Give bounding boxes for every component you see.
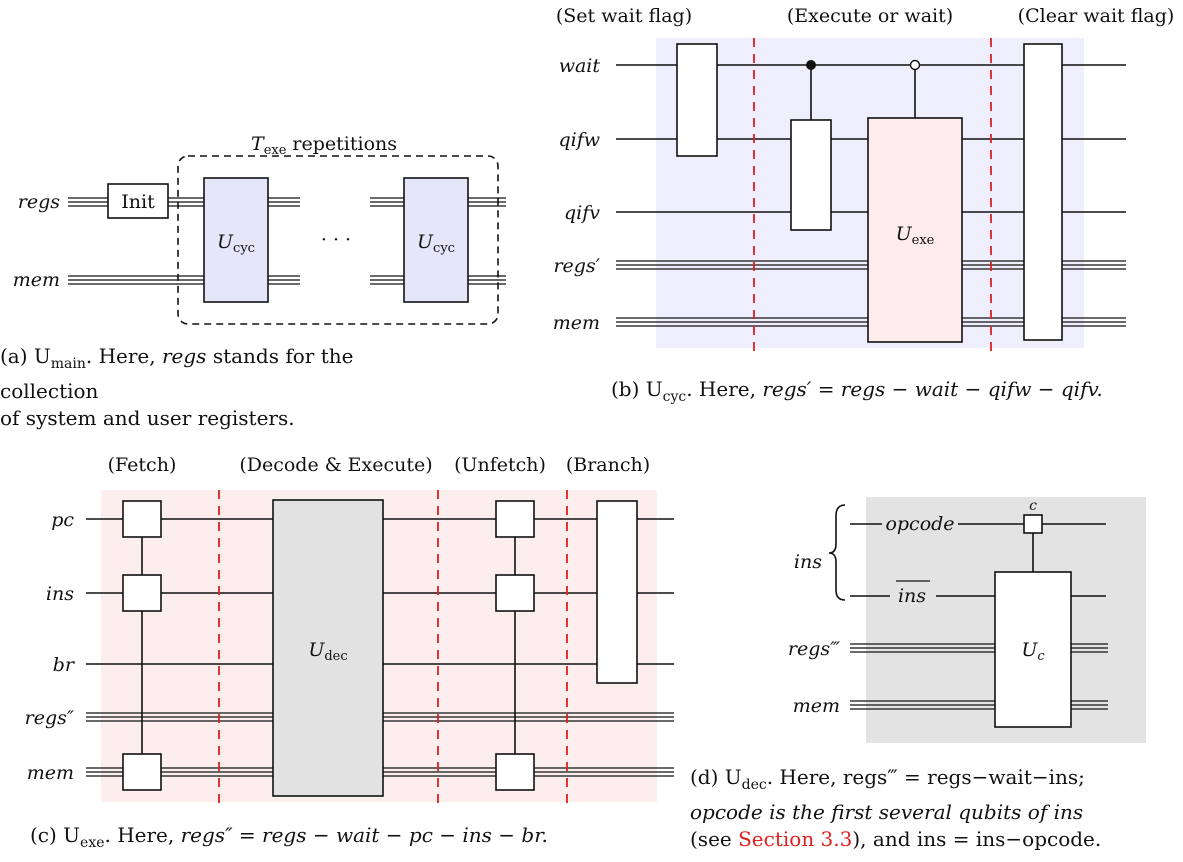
control-box-c: [1023, 514, 1043, 534]
init-gate: [107, 183, 169, 219]
wire-label-regs: regs: [18, 191, 60, 213]
control-dot-filled: [806, 60, 816, 70]
caption-a: (a) Umain. Here, regs stands for the col…: [0, 344, 354, 430]
wire-label-pc: pc: [51, 509, 74, 531]
wire-label-br: br: [53, 654, 76, 676]
panel-d: ins opcode ins regs‴ mem c Uc: [788, 497, 1146, 743]
unfetch-box-mem: [495, 753, 535, 791]
header-set-wait-flag: (Set wait flag): [556, 5, 692, 27]
wire-label-qifv: qifv: [564, 202, 600, 224]
ellipsis: · · ·: [321, 229, 351, 251]
unfetch-box-pc: [495, 500, 535, 538]
wire-label-ins-bar: ins: [898, 585, 926, 607]
ucyc-gate-2-label: Ucyc: [417, 231, 455, 256]
qifw-gate: [790, 119, 832, 231]
wire-label-regs-double-prime: regs″: [25, 707, 74, 729]
wire-label-mem: mem: [13, 269, 60, 291]
unfetch-box-ins: [495, 574, 535, 612]
wire-label-mem: mem: [27, 762, 74, 784]
udec-gate: [272, 499, 384, 797]
header-unfetch: (Unfetch): [454, 454, 546, 476]
ucyc-gate-1-label: Ucyc: [217, 231, 255, 256]
init-gate-label: Init: [121, 191, 155, 213]
panel-a: Texe repetitions regs mem Init Ucyc · · ·…: [13, 133, 506, 325]
branch-gate: [596, 500, 638, 684]
fetch-box-mem: [122, 753, 162, 791]
repetitions-label: Texe repetitions: [251, 133, 397, 158]
wire-label-mem: mem: [793, 695, 840, 717]
brace-ins: [828, 504, 846, 601]
caption-d: (d) Udec. Here, regs‴ = regs−wait−ins; o…: [690, 765, 1102, 851]
uexe-gate: [867, 117, 963, 343]
control-dot-open: [909, 59, 921, 71]
control-label-c: c: [1029, 498, 1037, 514]
wire-label-regs-triple-prime: regs‴: [788, 638, 840, 660]
fetch-box-ins: [122, 574, 162, 612]
clear-wait-gate: [1023, 43, 1063, 341]
wire-label-opcode: opcode: [885, 513, 954, 535]
panel-b: (Set wait flag) (Execute or wait) (Clear…: [553, 5, 1175, 356]
brace-label-ins: ins: [794, 551, 822, 573]
wire-label-mem: mem: [553, 312, 600, 334]
section-link[interactable]: Section 3.3: [738, 827, 853, 851]
uexe-gate-label: Uexe: [896, 223, 935, 248]
set-wait-gate: [676, 43, 718, 157]
header-execute-or-wait: (Execute or wait): [787, 5, 953, 27]
uc-gate-label: Uc: [1021, 639, 1045, 664]
uc-gate: [994, 571, 1072, 728]
header-clear-wait-flag: (Clear wait flag): [1018, 5, 1175, 27]
caption-b: (b) Ucyc. Here, regs′ = regs − wait − qi…: [611, 377, 1103, 405]
panel-c: (Fetch) (Decode & Execute) (Unfetch) (Br…: [25, 454, 674, 808]
header-branch: (Branch): [566, 454, 650, 476]
wire-label-wait: wait: [559, 55, 601, 77]
wire-label-regs-prime: regs′: [553, 255, 600, 277]
caption-c: (c) Uexe. Here, regs″ = regs − wait − pc…: [30, 823, 548, 851]
ucyc-gate-2: [403, 177, 469, 303]
ucyc-gate-1: [203, 177, 269, 303]
header-fetch: (Fetch): [108, 454, 177, 476]
wire-mem: [68, 275, 506, 285]
fetch-box-pc: [122, 500, 162, 538]
udec-gate-label: Udec: [308, 639, 347, 664]
repetition-box: [177, 155, 499, 325]
wire-regs: [68, 197, 506, 207]
wire-label-ins: ins: [46, 583, 74, 605]
wire-label-qifw: qifw: [558, 129, 600, 151]
header-decode-execute: (Decode & Execute): [239, 454, 432, 476]
